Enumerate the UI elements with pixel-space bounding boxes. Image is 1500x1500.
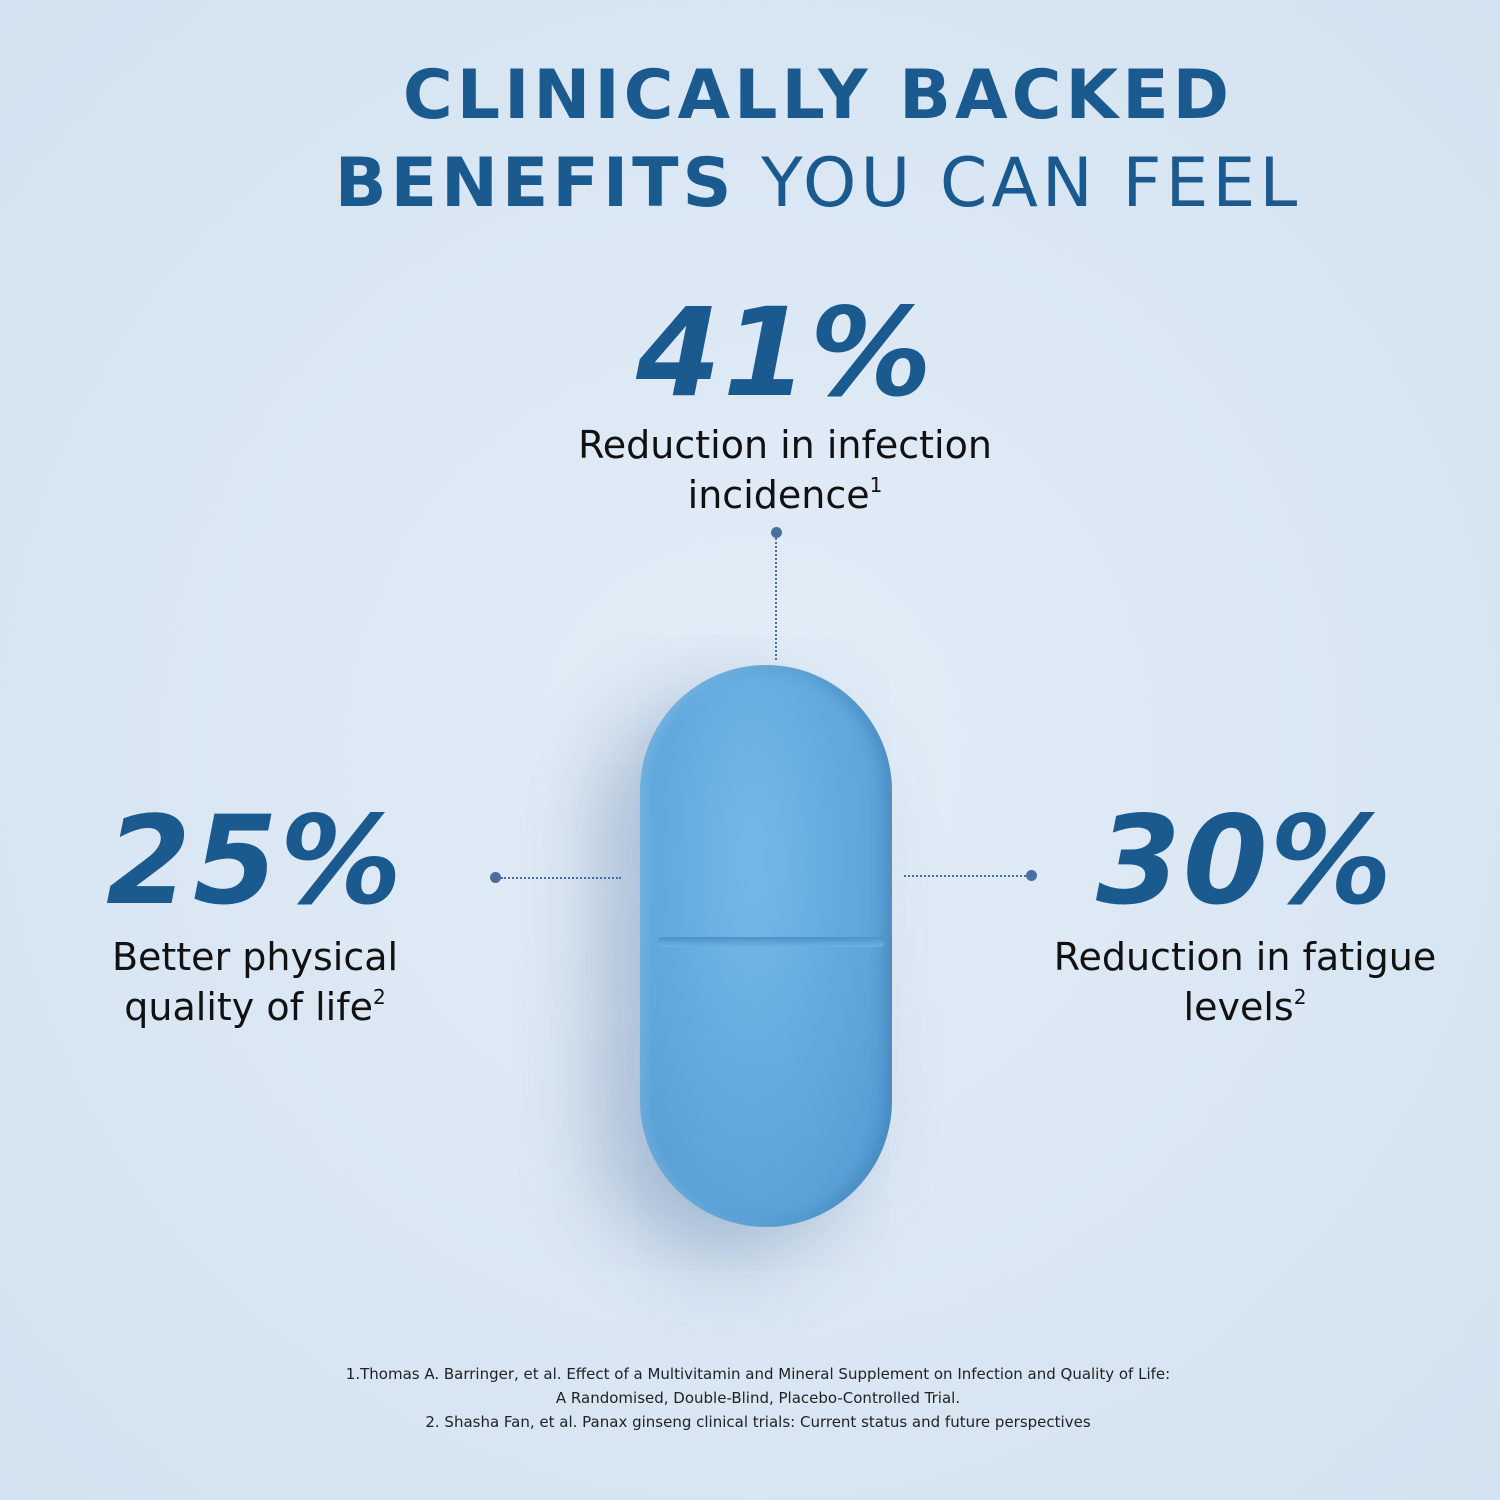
connector-dot-right [1026,870,1037,881]
stat-value: 30% [1095,790,1394,932]
footnotes: 1.Thomas A. Barringer, et al. Effect of … [0,1362,1500,1434]
stat-fatigue: 30% Reduction in fatigue levels2 [1030,800,1460,1032]
headline-regular: YOU CAN FEEL [735,144,1302,223]
connector-line-left [501,877,621,879]
footnote-1: 1.Thomas A. Barringer, et al. Effect of … [345,1365,1171,1383]
connector-dot-top [771,527,782,538]
headline-bold: BENEFITS [334,144,736,223]
stat-value: 41% [635,282,934,424]
stat-quality-of-life: 25% Better physical quality of life2 [60,800,450,1032]
stat-label: Reduction in infection incidence [578,423,992,517]
stat-label: Better physical quality of life [111,935,399,1029]
pill-image [640,665,892,1227]
footnote-ref: 2 [1293,985,1307,1009]
footnote-ref: 1 [869,473,883,497]
footnote-1-cont: A Randomised, Double-Blind, Placebo-Cont… [555,1389,961,1407]
connector-line-right [904,875,1026,877]
headline-line-1: CLINICALLY BACKED [402,56,1234,135]
pill-score-line [658,937,884,947]
headline-line-2: BENEFITS YOU CAN FEEL [0,150,1500,218]
stat-infection: 41% Reduction in infection incidence1 [535,292,1035,520]
connector-line-top [775,538,777,660]
footnote-2: 2. Shasha Fan, et al. Panax ginseng clin… [425,1413,1091,1431]
stat-value: 25% [105,790,404,932]
stat-label: Reduction in fatigue levels [1053,935,1437,1029]
footnote-ref: 2 [372,985,386,1009]
connector-dot-left [490,872,501,883]
